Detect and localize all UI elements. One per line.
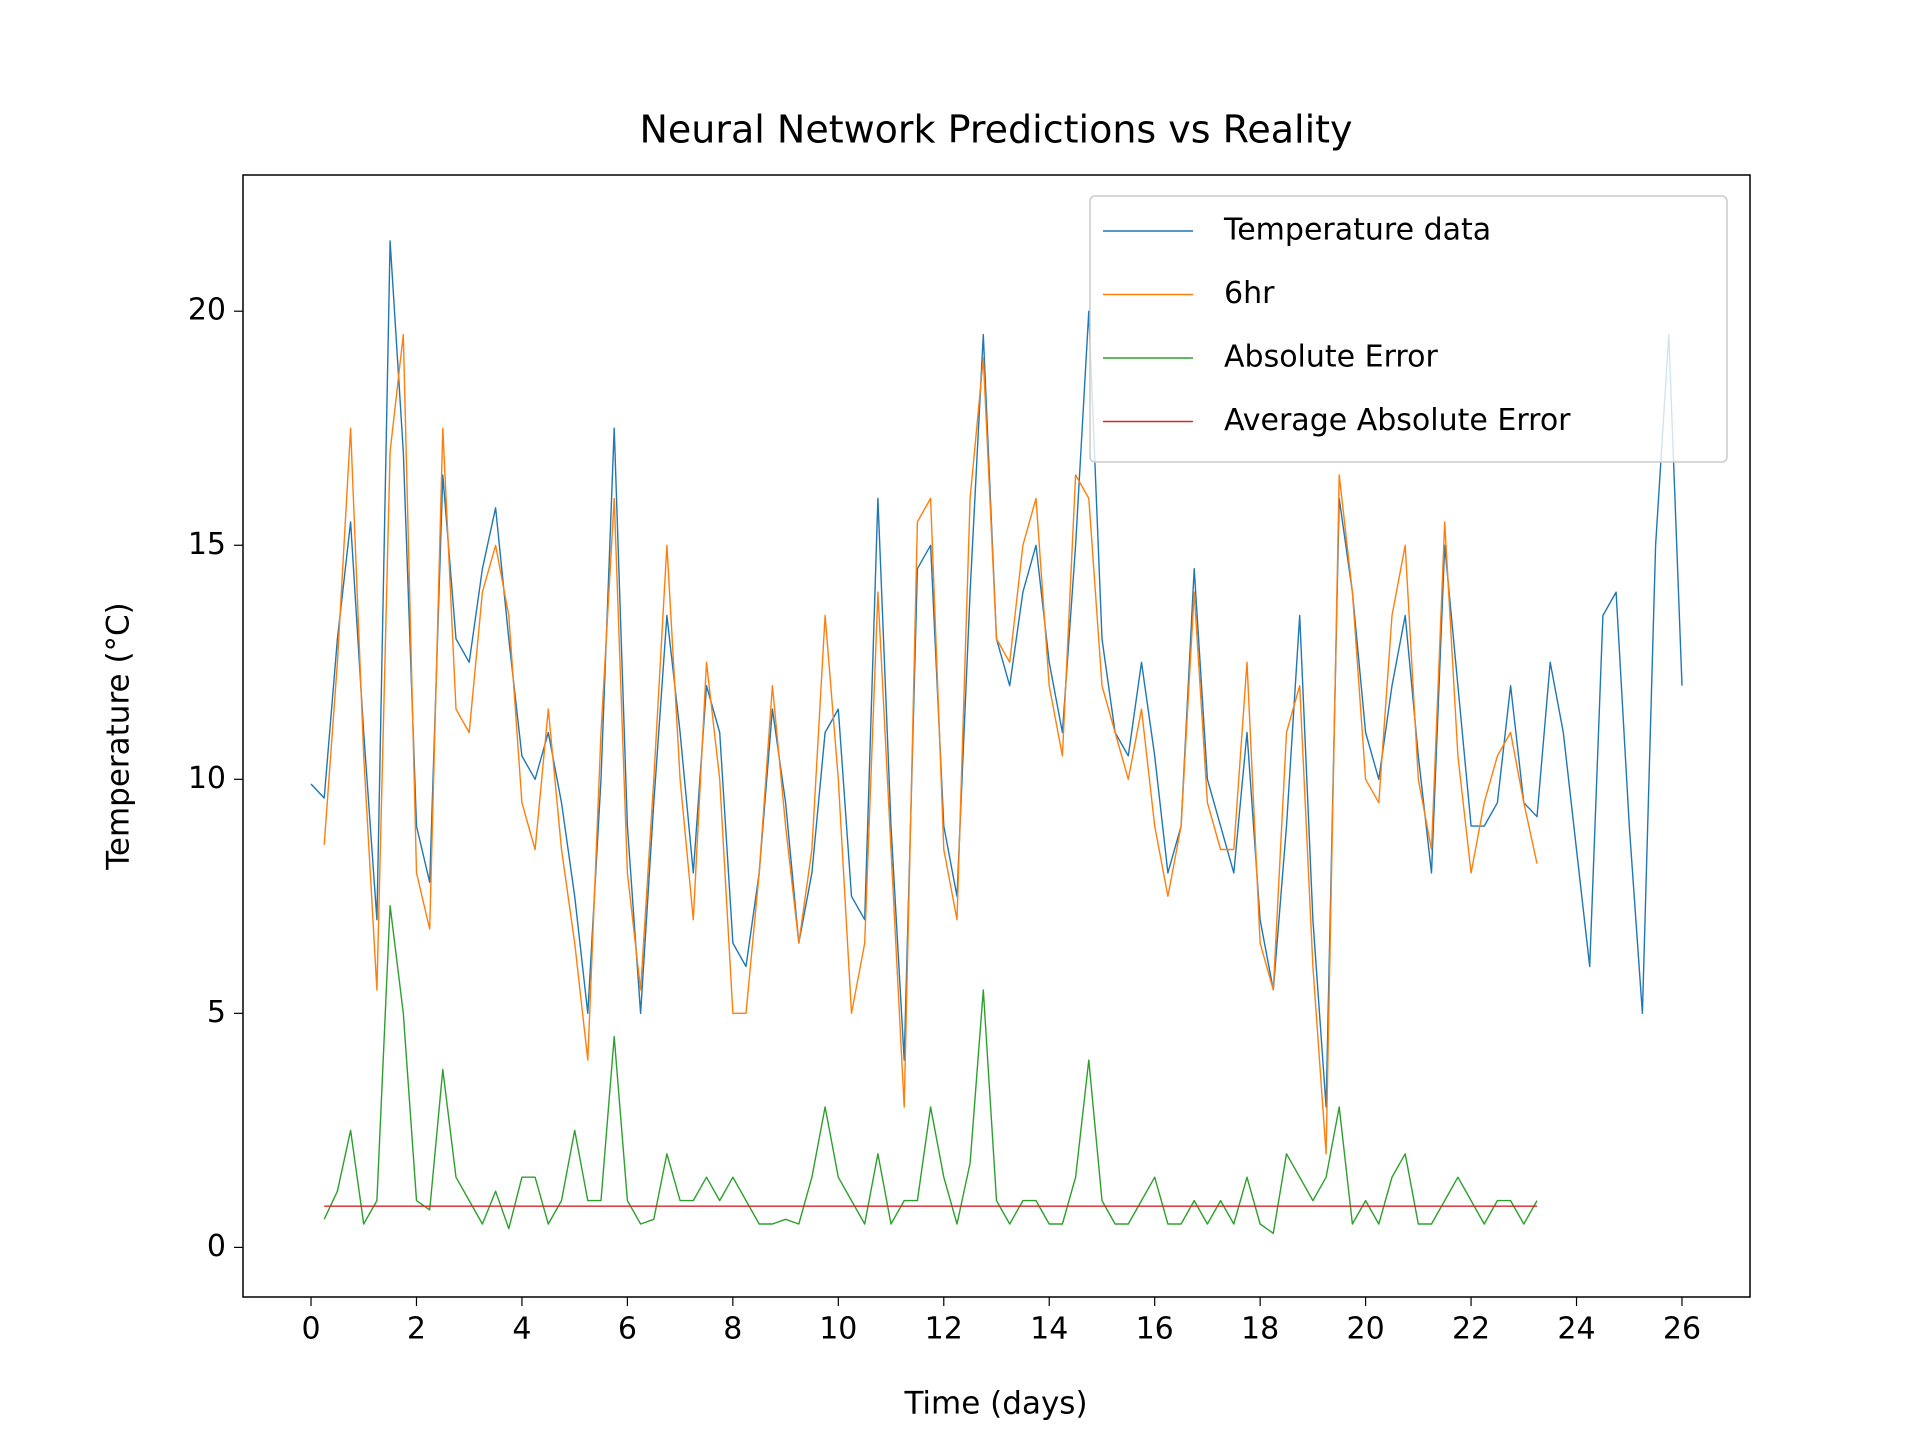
series-line [323, 905, 1538, 1234]
legend-label: 6hr [1224, 276, 1275, 311]
y-tick-label: 0 [207, 1229, 226, 1264]
legend-label: Average Absolute Error [1224, 403, 1571, 438]
x-tick-label: 16 [1136, 1312, 1174, 1347]
x-tick-label: 20 [1347, 1312, 1385, 1347]
x-tick-label: 18 [1241, 1312, 1279, 1347]
x-tick-label: 0 [301, 1312, 320, 1347]
legend-box [1089, 195, 1728, 463]
chart-title: Neural Network Predictions vs Reality [639, 108, 1352, 152]
plot-frame [242, 174, 1751, 1298]
x-tick-label: 2 [407, 1312, 426, 1347]
x-tick-label: 4 [512, 1312, 531, 1347]
x-tick-label: 6 [618, 1312, 637, 1347]
x-tick-label: 22 [1452, 1312, 1490, 1347]
y-tick-label: 20 [188, 293, 226, 328]
series-line [323, 333, 1538, 1155]
x-tick-label: 10 [819, 1312, 857, 1347]
y-axis-label: Temperature (°C) [101, 602, 137, 871]
x-tick-label: 14 [1030, 1312, 1068, 1347]
y-tick-label: 10 [188, 761, 226, 796]
y-tick-label: 5 [207, 995, 226, 1030]
y-tick-label: 15 [188, 527, 226, 562]
x-tick-label: 8 [723, 1312, 742, 1347]
x-axis-label: Time (days) [903, 1386, 1087, 1422]
legend-label: Temperature data [1223, 213, 1491, 248]
x-tick-label: 24 [1557, 1312, 1595, 1347]
legend-label: Absolute Error [1224, 340, 1438, 375]
x-tick-label: 12 [925, 1312, 963, 1347]
x-tick-label: 26 [1663, 1312, 1701, 1347]
